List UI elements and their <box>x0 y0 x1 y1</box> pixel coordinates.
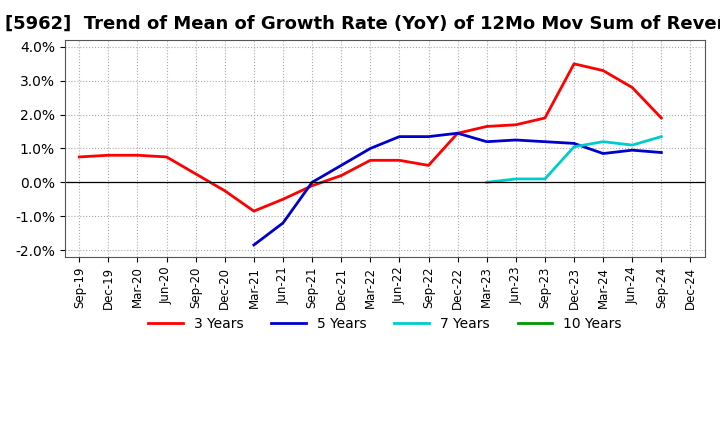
5 Years <box>541 139 549 144</box>
3 Years <box>482 124 491 129</box>
7 Years <box>599 139 608 144</box>
3 Years <box>220 188 229 194</box>
5 Years <box>511 137 520 143</box>
7 Years <box>657 134 666 139</box>
3 Years <box>454 131 462 136</box>
5 Years <box>395 134 404 139</box>
5 Years <box>599 151 608 156</box>
3 Years <box>570 61 578 66</box>
3 Years <box>75 154 84 160</box>
3 Years <box>133 153 142 158</box>
3 Years <box>541 115 549 121</box>
5 Years <box>279 220 287 226</box>
Line: 7 Years: 7 Years <box>487 136 662 182</box>
Title: [5962]  Trend of Mean of Growth Rate (YoY) of 12Mo Mov Sum of Revenues: [5962] Trend of Mean of Growth Rate (YoY… <box>5 15 720 33</box>
7 Years <box>570 144 578 150</box>
3 Years <box>657 115 666 121</box>
5 Years <box>307 180 316 185</box>
5 Years <box>628 147 636 153</box>
7 Years <box>511 176 520 182</box>
3 Years <box>307 183 316 188</box>
5 Years <box>482 139 491 144</box>
3 Years <box>279 197 287 202</box>
3 Years <box>366 158 374 163</box>
5 Years <box>366 146 374 151</box>
3 Years <box>599 68 608 73</box>
Line: 5 Years: 5 Years <box>254 133 662 245</box>
5 Years <box>337 163 346 168</box>
5 Years <box>424 134 433 139</box>
Legend: 3 Years, 5 Years, 7 Years, 10 Years: 3 Years, 5 Years, 7 Years, 10 Years <box>143 312 627 337</box>
3 Years <box>162 154 171 160</box>
3 Years <box>395 158 404 163</box>
3 Years <box>104 153 113 158</box>
Line: 3 Years: 3 Years <box>79 64 662 211</box>
7 Years <box>482 180 491 185</box>
3 Years <box>424 163 433 168</box>
3 Years <box>250 209 258 214</box>
3 Years <box>192 171 200 176</box>
3 Years <box>337 173 346 178</box>
5 Years <box>454 131 462 136</box>
5 Years <box>250 242 258 248</box>
5 Years <box>657 150 666 155</box>
7 Years <box>628 143 636 148</box>
3 Years <box>511 122 520 128</box>
3 Years <box>628 85 636 90</box>
7 Years <box>541 176 549 182</box>
5 Years <box>570 141 578 146</box>
